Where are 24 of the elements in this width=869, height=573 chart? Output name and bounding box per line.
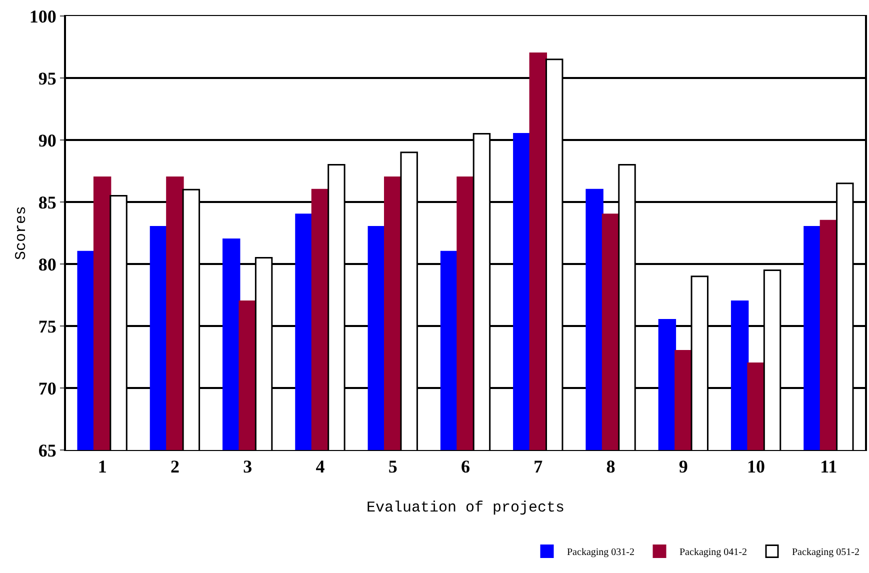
y-tick-label: 90 (38, 130, 56, 150)
y-tick-label: 75 (38, 316, 56, 336)
x-axis-title: Evaluation of projects (366, 500, 565, 517)
x-tick-label: 3 (243, 456, 252, 477)
y-tick-label: 95 (38, 68, 56, 88)
y-axis-title: Scores (13, 206, 30, 260)
x-tick-label: 10 (747, 456, 766, 477)
x-tick-label: 1 (98, 456, 107, 477)
x-tick-label: 5 (388, 456, 398, 477)
y-tick-label: 100 (29, 6, 56, 26)
legend-label: Packaging 041-2 (680, 547, 747, 558)
x-tick-label: 6 (461, 456, 470, 477)
y-tick-label: 65 (38, 440, 56, 460)
y-tick-label: 80 (38, 254, 56, 274)
legend-label: Packaging 051-2 (792, 547, 860, 558)
y-tick-label: 70 (38, 378, 56, 398)
legend-label: Packaging 031-2 (567, 547, 634, 558)
x-tick-label: 11 (820, 456, 838, 477)
x-tick-label: 9 (678, 456, 688, 477)
y-tick-label: 85 (38, 192, 56, 212)
x-tick-label: 4 (316, 456, 325, 477)
x-tick-label: 2 (170, 456, 180, 477)
x-tick-label: 7 (534, 456, 543, 477)
x-tick-label: 8 (606, 456, 616, 477)
